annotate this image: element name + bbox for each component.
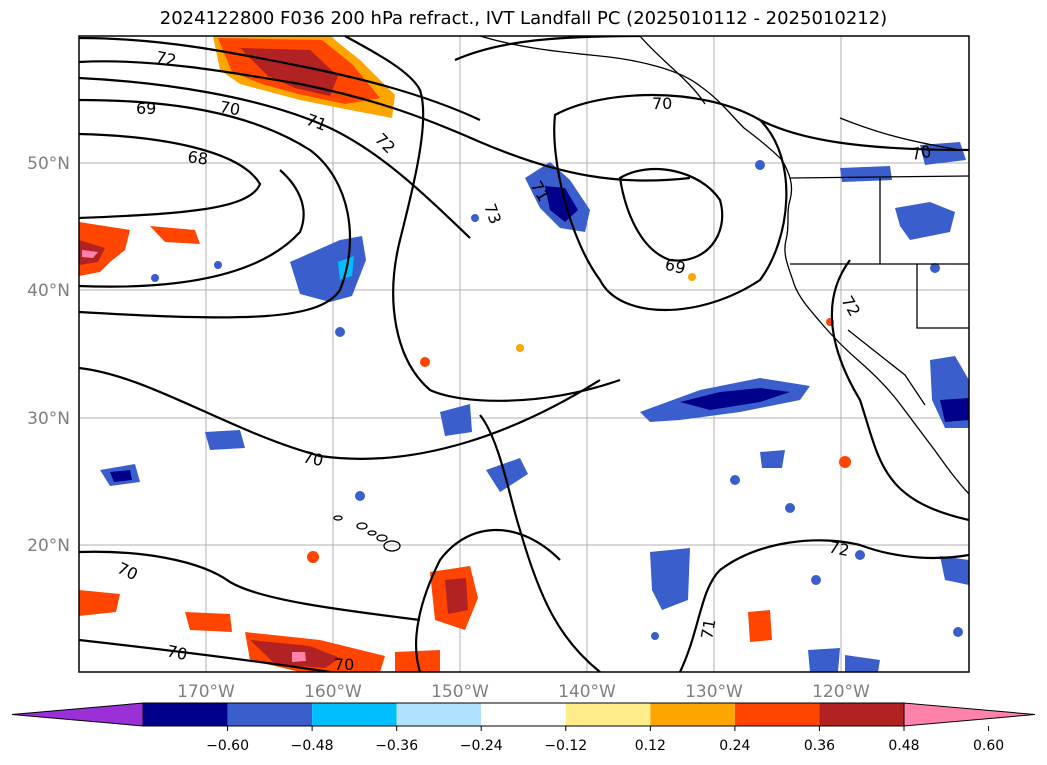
- longitude-axis: 170°W 160°W 150°W 140°W 130°W 120°W: [177, 682, 870, 702]
- contour-line: [79, 60, 691, 182]
- colorbar-tick-label: 0.48: [888, 738, 919, 754]
- contour-line: [79, 366, 601, 460]
- contour-label: 68: [186, 147, 209, 169]
- alaska-coast: [639, 36, 706, 105]
- contour-label: 70: [165, 641, 189, 664]
- colorbar-tick-label: 0.60: [973, 738, 1004, 754]
- hawaii-islands: [333, 515, 401, 552]
- colorbar-segment: [565, 703, 651, 726]
- contour-line: [344, 36, 621, 402]
- colorbar-tick-label: −0.12: [544, 738, 587, 754]
- colorbar-tick-label: −0.48: [291, 738, 334, 754]
- bc-coast: [839, 117, 961, 151]
- longitude-label: 140°W: [558, 682, 616, 702]
- contour-label: 72: [827, 537, 851, 560]
- colorbar-segment: [312, 703, 397, 726]
- colorbar-tick-label: 0.12: [635, 738, 666, 754]
- contour-line: [79, 76, 471, 239]
- longitude-label: 130°W: [685, 682, 743, 702]
- contour-label: 69: [663, 255, 688, 279]
- contour-label: 70: [909, 142, 932, 164]
- contour-line: [79, 638, 331, 672]
- colorbar-tick-label: −0.24: [460, 738, 503, 754]
- contour-line: [79, 550, 421, 622]
- map-frame: [78, 35, 970, 673]
- us-canada-border: [789, 175, 969, 179]
- colorbar-segment: [734, 703, 820, 726]
- longitude-label: 160°W: [304, 682, 362, 702]
- colorbar-tick-label: −0.36: [375, 738, 418, 754]
- colorbar-segment: [227, 703, 313, 726]
- colorbar-tick-label: 0.36: [804, 738, 835, 754]
- contour-label: 70: [218, 97, 241, 119]
- colorbar-segment: [481, 703, 566, 726]
- latitude-axis: 50°N 40°N 30°N 20°N: [27, 154, 70, 556]
- colorbar-segment: [819, 703, 904, 726]
- contour-line: [479, 414, 601, 672]
- contour-label: 70: [301, 447, 325, 470]
- contour-label: 70: [334, 655, 354, 674]
- contour-line: [679, 539, 969, 672]
- contour-line: [79, 169, 305, 288]
- contour-line: [618, 167, 724, 262]
- colorbar-segment: [650, 703, 735, 726]
- coastlines: [479, 36, 969, 495]
- contour-label: 72: [154, 47, 178, 70]
- contour-line: [414, 529, 561, 672]
- colorbar-max-arrow: [903, 702, 1036, 727]
- latitude-label: 50°N: [27, 154, 70, 174]
- contour-line: [553, 93, 788, 311]
- shaded-anomalies: [79, 36, 969, 672]
- contour-line: [79, 98, 352, 319]
- colorbar-min-arrow: [11, 702, 144, 727]
- west-coast-line: [479, 36, 969, 495]
- state-border: [916, 264, 969, 329]
- contour-label: 70: [652, 94, 672, 113]
- contour-label: 69: [136, 99, 156, 118]
- refractivity-contours: [79, 36, 969, 672]
- latitude-label: 20°N: [27, 536, 70, 556]
- state-border: [847, 329, 926, 406]
- colorbar: −0.60 −0.48 −0.36 −0.24 −0.12 0.12 0.24 0.36 0.4…: [11, 702, 1036, 754]
- longitude-label: 120°W: [812, 682, 870, 702]
- colorbar-segment: [396, 703, 482, 726]
- latitude-label: 30°N: [27, 409, 70, 429]
- contour-line: [79, 36, 481, 121]
- longitude-label: 170°W: [177, 682, 235, 702]
- latitude-label: 40°N: [27, 281, 70, 301]
- longitude-label: 150°W: [431, 682, 489, 702]
- contour-line: [759, 119, 969, 152]
- colorbar-tick-label: −0.60: [206, 738, 249, 754]
- colorbar-tick-label: 0.24: [719, 738, 750, 754]
- colorbar-segment: [143, 703, 228, 726]
- plot-title: 2024122800 F036 200 hPa refract., IVT La…: [159, 8, 888, 29]
- contour-line: [79, 132, 262, 220]
- contour-line: [830, 259, 969, 522]
- map-area: [79, 36, 969, 672]
- contour-label: 71: [697, 617, 719, 640]
